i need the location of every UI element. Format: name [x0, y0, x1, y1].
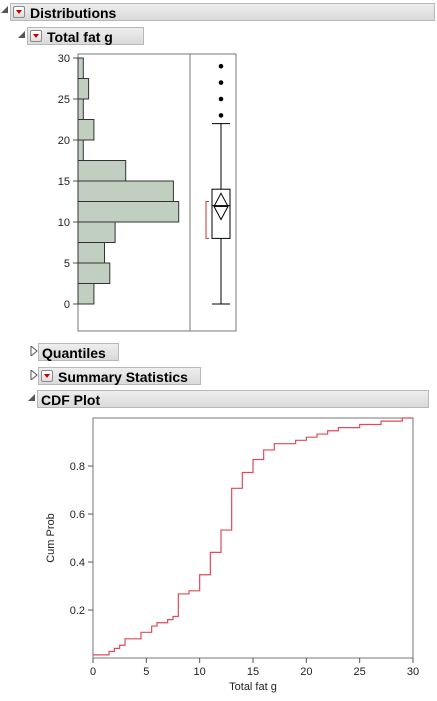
cdf-chart: 0 5 10 15 20 25 30 0.2 0.4 0.6 0.8 Total fat g Cum P… [45, 417, 419, 693]
x-tick-label: 15 [247, 666, 259, 678]
histogram-bar [77, 242, 105, 264]
x-tick-label: 30 [407, 666, 419, 678]
summary-statistics-header[interactable]: Summary Statistics [38, 367, 201, 385]
y-tick-label: 0 [64, 299, 70, 311]
histogram-bar [77, 119, 95, 141]
x-tick-label: 0 [90, 666, 96, 678]
histogram-bar [77, 78, 90, 100]
y-tick-label: 10 [58, 217, 70, 229]
histogram-bar [77, 160, 127, 182]
y-tick-label: 0.4 [70, 557, 85, 569]
histogram-panel: 30 25 20 15 10 5 0 [58, 53, 237, 332]
collapse-triangle-icon[interactable] [1, 6, 9, 14]
plot-frame [92, 417, 414, 659]
histogram-bar [77, 283, 95, 305]
outlier-point [218, 63, 224, 69]
x-tick-label: 5 [143, 666, 149, 678]
distributions-header[interactable]: Distributions [10, 3, 435, 21]
histogram-bar [77, 139, 84, 161]
red-triangle-menu-button[interactable] [41, 370, 53, 382]
collapse-triangle-icon[interactable] [28, 394, 36, 402]
outlier-point [218, 80, 224, 85]
y-tick-label: 25 [58, 94, 70, 106]
histogram-bar [77, 57, 84, 79]
y-tick-label: 15 [58, 176, 70, 188]
x-axis-label: Total fat g [229, 681, 277, 693]
quartile-box [211, 188, 231, 239]
x-tick-label: 20 [300, 666, 312, 678]
y-tick-label: 0.8 [70, 461, 85, 473]
quantiles-title: Quantiles [42, 345, 106, 361]
red-triangle-icon [44, 374, 50, 378]
distributions-title: Distributions [30, 5, 117, 21]
histogram-bar [77, 221, 116, 243]
mean-diamond [213, 192, 229, 221]
total-fat-header[interactable]: Total fat g [27, 27, 144, 45]
cdf-plot-header[interactable]: CDF Plot [37, 390, 429, 408]
quantiles-header[interactable]: Quantiles [38, 343, 119, 361]
y-tick-label: 0.6 [70, 509, 85, 521]
x-tick-label: 25 [354, 666, 366, 678]
y-tick-label: 20 [58, 135, 70, 147]
collapse-triangle-icon[interactable] [18, 31, 26, 39]
histogram-bar [77, 180, 174, 202]
summary-statistics-title: Summary Statistics [58, 369, 188, 385]
outlier-point [218, 113, 224, 118]
expand-triangle-icon[interactable] [30, 370, 38, 380]
y-axis-label: Cum Prob [45, 513, 57, 563]
y-tick-label: 30 [58, 53, 70, 65]
red-triangle-menu-button[interactable] [13, 6, 25, 18]
outlier-point [218, 96, 224, 102]
y-tick-label: 5 [64, 258, 70, 270]
cdf-step-line [93, 417, 413, 656]
histogram-bar [77, 98, 84, 120]
red-triangle-icon [33, 34, 39, 38]
histogram-bar [77, 201, 180, 223]
expand-triangle-icon[interactable] [30, 346, 38, 356]
red-triangle-icon [16, 10, 22, 14]
x-tick-label: 10 [194, 666, 206, 678]
total-fat-title: Total fat g [47, 29, 113, 45]
cdf-plot-title: CDF Plot [41, 392, 101, 408]
histogram-bar [77, 262, 111, 284]
y-tick-label: 0.2 [70, 605, 85, 617]
red-triangle-menu-button[interactable] [30, 30, 42, 42]
shortest-half-bracket [205, 201, 209, 239]
